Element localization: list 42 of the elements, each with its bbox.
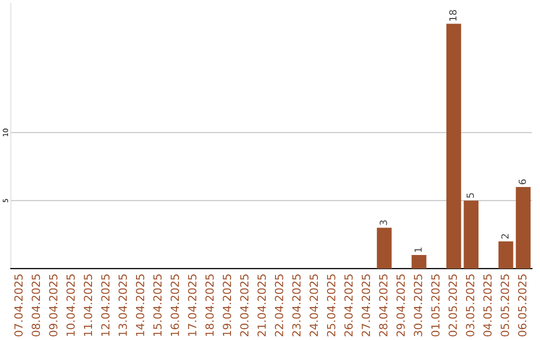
data-label: 2 — [501, 234, 509, 239]
x-tick-label: 30.04.2025 — [414, 274, 422, 336]
x-tick-label: 20.04.2025 — [240, 274, 249, 336]
x-tick-label: 29.04.2025 — [396, 274, 405, 336]
x-tick-label: 11.04.2025 — [84, 274, 92, 336]
x-tick-label: 26.04.2025 — [344, 274, 353, 336]
x-tick-label: 25.04.2025 — [326, 274, 336, 336]
data-label: 18 — [449, 10, 457, 21]
bar — [376, 228, 392, 269]
x-tick-label: 01.05.2025 — [431, 274, 440, 336]
x-tick-label: 21.04.2025 — [257, 274, 266, 336]
x-tick-label: 08.04.2025 — [32, 274, 40, 336]
x-tick-label: 18.04.2025 — [205, 274, 214, 336]
x-tick-label: 03.05.2025 — [466, 274, 474, 336]
bar — [446, 24, 462, 269]
bar — [498, 241, 514, 269]
x-tick-label: 16.04.2025 — [170, 274, 180, 336]
x-tick-label: 02.05.2025 — [448, 274, 457, 336]
bar — [464, 200, 478, 269]
x-tick-label: 09.04.2025 — [49, 274, 58, 336]
x-tick-label: 23.04.2025 — [292, 274, 301, 336]
x-tick-label: 04.05.2025 — [483, 274, 492, 336]
bar — [412, 255, 426, 269]
data-label: 1 — [414, 248, 422, 252]
x-tick-label: 24.04.2025 — [310, 274, 318, 336]
x-tick-label: 19.04.2025 — [222, 274, 232, 336]
x-tick-label: 28.04.2025 — [379, 274, 388, 336]
data-label: 3 — [380, 220, 388, 226]
x-tick-label: 07.04.2025 — [14, 274, 23, 336]
bar — [516, 187, 531, 269]
x-tick-label: 15.04.2025 — [153, 274, 162, 336]
data-label: 5 — [466, 193, 474, 198]
x-tick-label: 17.04.2025 — [188, 274, 196, 336]
x-tick-label: 10.04.2025 — [66, 274, 75, 336]
x-tick-label: 12.04.2025 — [101, 274, 110, 336]
x-tick-label: 05.05.2025 — [500, 274, 510, 336]
x-tick-label: 22.04.2025 — [274, 274, 284, 336]
x-tick-label: 13.04.2025 — [118, 274, 127, 336]
data-label: 6 — [518, 179, 526, 184]
x-tick-label: 27.04.2025 — [362, 274, 370, 336]
x-tick-label: 14.04.2025 — [136, 274, 144, 336]
x-tick-label: 06.05.2025 — [518, 274, 526, 336]
